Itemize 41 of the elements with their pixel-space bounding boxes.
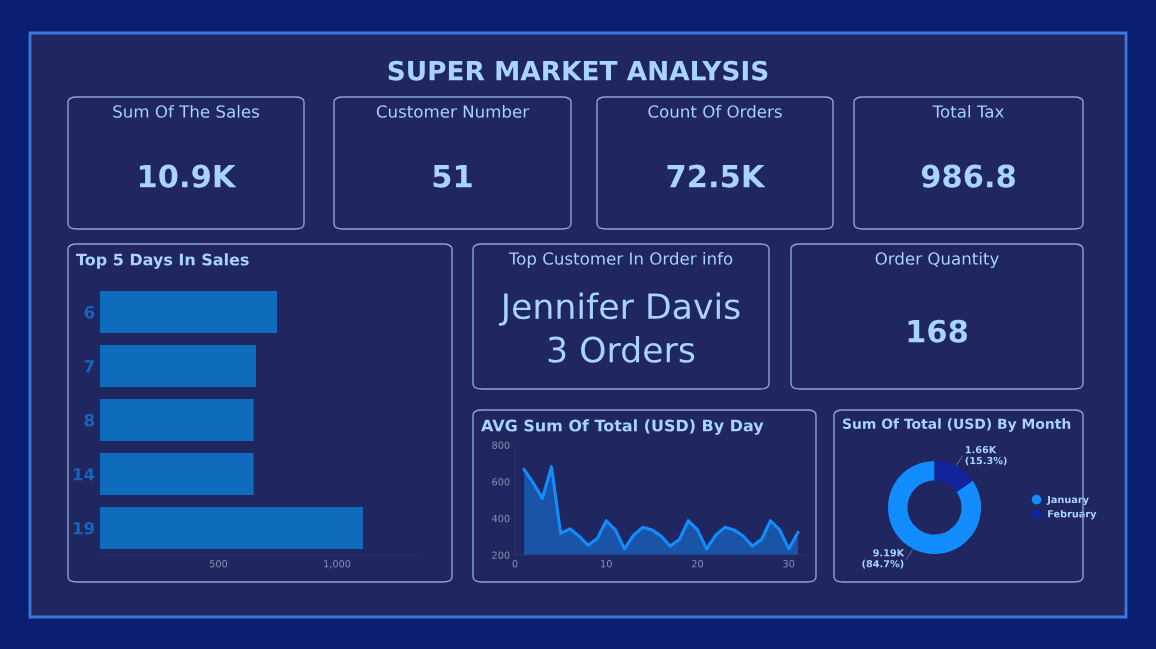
x-tick-label: 10 — [601, 560, 612, 568]
y-tick-label: 8 — [84, 413, 95, 427]
y-tick-label: 6 — [84, 305, 95, 319]
y-tick-label: 7 — [84, 360, 94, 373]
x-tick-label: 1,000 — [324, 560, 351, 569]
text: 10.9K — [139, 164, 237, 188]
bar — [100, 290, 278, 334]
text: Jennifer Davis — [498, 292, 740, 326]
chart-title: AVG Sum Of Total (USD) By Day — [481, 419, 764, 435]
y-tick-label: 600 — [492, 478, 510, 486]
bar — [100, 506, 363, 550]
x-tick-label: 0 — [512, 560, 518, 568]
text: Count Of Orders — [648, 104, 782, 118]
text: 3 Orders — [548, 335, 695, 363]
text: Total Tax — [932, 104, 1004, 118]
text: 51 — [433, 164, 472, 188]
chart-title: Sum Of Total (USD) By Month — [843, 418, 1071, 432]
legend-label: February — [1048, 509, 1097, 520]
text: 72.5K — [667, 164, 766, 188]
data-label: 9.19K (84.7%) — [862, 549, 905, 569]
text: SUPER MARKET ANALYSIS — [388, 60, 768, 81]
y-tick-label: 14 — [73, 468, 95, 481]
bar — [100, 398, 254, 442]
text: Top Customer In Order info — [508, 251, 733, 269]
text: 168 — [908, 319, 967, 343]
y-tick-label: 800 — [492, 441, 510, 449]
y-tick-label: 19 — [73, 521, 95, 535]
x-tick-label: 500 — [209, 560, 228, 568]
chart-title: Top 5 Days In Sales — [76, 253, 249, 269]
x-tick-label: 30 — [783, 560, 795, 568]
y-tick-label: 200 — [492, 551, 510, 559]
text: 986.8 — [921, 164, 1015, 188]
legend-label: January — [1046, 495, 1089, 506]
x-tick-label: 20 — [692, 560, 704, 568]
bar — [100, 452, 254, 496]
text: Customer Number — [376, 104, 530, 118]
bar — [100, 344, 256, 388]
y-tick-label: 400 — [492, 514, 510, 523]
text: Sum Of The Sales — [113, 104, 259, 118]
text: Order Quantity — [875, 251, 999, 269]
data-label: 1.66K (15.3%) — [965, 445, 1007, 466]
